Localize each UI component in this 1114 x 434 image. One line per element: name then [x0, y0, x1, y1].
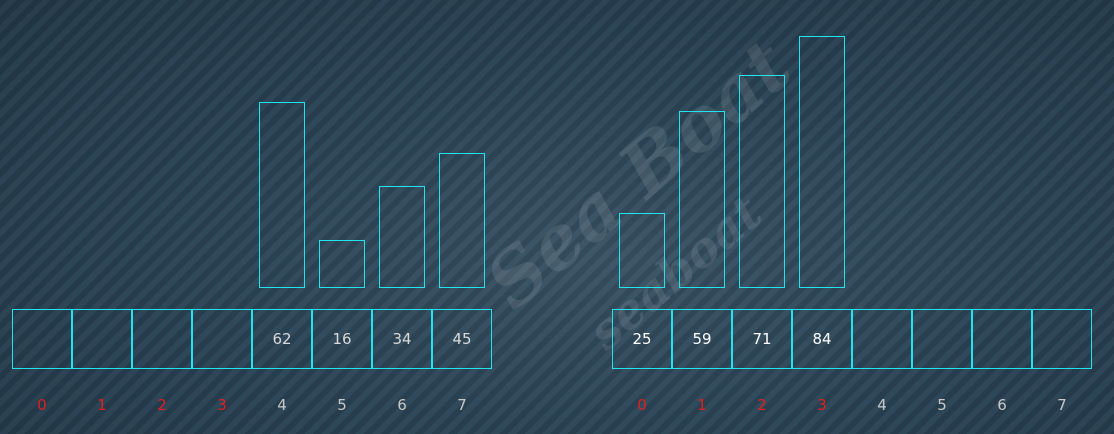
- right-index-label-6: 6: [997, 396, 1007, 414]
- left-index-label-7: 7: [457, 396, 467, 414]
- right-index-label-2: 2: [757, 396, 767, 414]
- right-bar-3: [799, 36, 845, 288]
- left-array-cell-1: [72, 309, 132, 369]
- left-array-cell-6: 34: [372, 309, 432, 369]
- left-bar-7: [439, 153, 485, 288]
- left-bar-6: [379, 186, 425, 288]
- left-index-label-5: 5: [337, 396, 347, 414]
- right-index-label-4: 4: [877, 396, 887, 414]
- right-index-label-1: 1: [697, 396, 707, 414]
- left-bar-5: [319, 240, 365, 288]
- left-index-label-6: 6: [397, 396, 407, 414]
- left-array-cell-2: [132, 309, 192, 369]
- left-array-cell-4: 62: [252, 309, 312, 369]
- right-array-cell-1: 59: [672, 309, 732, 369]
- right-index-label-5: 5: [937, 396, 947, 414]
- left-bar-4: [259, 102, 305, 288]
- left-array-cell-0: [12, 309, 72, 369]
- right-array-cell-4: [852, 309, 912, 369]
- right-array-cell-5: [912, 309, 972, 369]
- left-index-label-3: 3: [217, 396, 227, 414]
- left-array-cell-3: [192, 309, 252, 369]
- right-array-cell-3: 84: [792, 309, 852, 369]
- right-index-label-3: 3: [817, 396, 827, 414]
- left-index-label-4: 4: [277, 396, 287, 414]
- right-bar-2: [739, 75, 785, 288]
- right-bar-0: [619, 213, 665, 288]
- right-array-cell-6: [972, 309, 1032, 369]
- right-array-cell-0: 25: [612, 309, 672, 369]
- right-array-cell-2: 71: [732, 309, 792, 369]
- left-array-cell-7: 45: [432, 309, 492, 369]
- right-index-label-0: 0: [637, 396, 647, 414]
- left-index-label-0: 0: [37, 396, 47, 414]
- left-index-label-1: 1: [97, 396, 107, 414]
- right-index-label-7: 7: [1057, 396, 1067, 414]
- right-array-cell-7: [1032, 309, 1092, 369]
- left-index-label-2: 2: [157, 396, 167, 414]
- left-array-cell-5: 16: [312, 309, 372, 369]
- right-bar-1: [679, 111, 725, 288]
